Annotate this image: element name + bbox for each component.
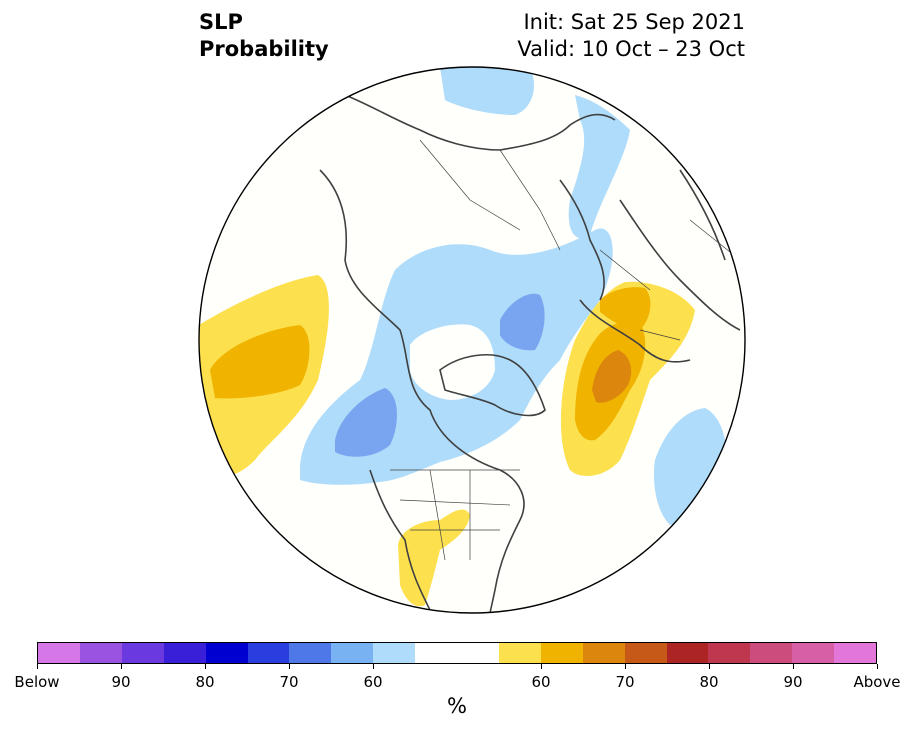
valid-range: Valid: 10 Oct – 23 Oct bbox=[517, 37, 745, 61]
init-date: Init: Sat 25 Sep 2021 bbox=[523, 10, 745, 34]
colorbar-segment bbox=[540, 643, 583, 663]
colorbar-tickmark bbox=[204, 664, 206, 669]
colorbar-tickmark bbox=[120, 664, 122, 669]
colorbar-segment bbox=[331, 643, 374, 663]
colorbar-segment bbox=[289, 643, 332, 663]
colorbar-segment bbox=[834, 643, 877, 663]
colorbar-segment bbox=[792, 643, 835, 663]
colorbar-tick-label: 70 bbox=[279, 673, 299, 691]
variable-title: SLP bbox=[199, 10, 243, 34]
colorbar-tickmark bbox=[708, 664, 710, 669]
colorbar-segment bbox=[121, 643, 164, 663]
colorbar-tickmark bbox=[624, 664, 626, 669]
colorbar-segment bbox=[582, 643, 625, 663]
colorbar-tickmark bbox=[540, 664, 542, 669]
anomaly-north-pacific-above bbox=[199, 275, 329, 477]
colorbar-segment bbox=[624, 643, 667, 663]
subtitle: Probability bbox=[199, 37, 329, 61]
colorbar-segment bbox=[498, 643, 541, 663]
map-outline bbox=[198, 66, 746, 614]
colorbar-tick-label: 60 bbox=[363, 673, 383, 691]
anomaly-north-atlantic-above bbox=[560, 281, 695, 476]
colorbar-segment bbox=[79, 643, 122, 663]
colorbar-tick-label: 90 bbox=[111, 673, 131, 691]
colorbar-segment bbox=[373, 643, 416, 663]
colorbar-tick-label: 90 bbox=[783, 673, 803, 691]
colorbar-tick-label: Above bbox=[853, 673, 901, 691]
colorbar-segment bbox=[163, 643, 206, 663]
colorbar-segment bbox=[708, 643, 751, 663]
coastlines bbox=[319, 94, 741, 613]
colorbar-tick-label: Below bbox=[14, 673, 60, 691]
colorbar-tickmark bbox=[36, 664, 38, 669]
anomaly-southern-us-above bbox=[398, 509, 470, 607]
colorbar-tick-label: 80 bbox=[195, 673, 215, 691]
colorbar bbox=[37, 642, 877, 664]
colorbar-tickmark bbox=[792, 664, 794, 669]
colorbar-segment bbox=[247, 643, 290, 663]
colorbar-tickmark bbox=[372, 664, 374, 669]
borders bbox=[390, 139, 741, 561]
colorbar-tick-label: 70 bbox=[615, 673, 635, 691]
colorbar-tickmark bbox=[288, 664, 290, 669]
colorbar-tick-label: 80 bbox=[699, 673, 719, 691]
colorbar-unit-label: % bbox=[447, 694, 467, 718]
colorbar-segment bbox=[666, 643, 709, 663]
colorbar-tickmark bbox=[876, 664, 878, 669]
colorbar-segment bbox=[750, 643, 793, 663]
colorbar-segment bbox=[38, 643, 80, 663]
title-block-right: Init: Sat 25 Sep 2021 Valid: 10 Oct – 23… bbox=[517, 9, 745, 63]
title-block-left: SLP Probability bbox=[199, 9, 329, 63]
polar-map bbox=[198, 66, 746, 614]
colorbar-segment bbox=[205, 643, 248, 663]
colorbar-tick-label: 60 bbox=[531, 673, 551, 691]
colorbar-segment bbox=[415, 643, 499, 663]
